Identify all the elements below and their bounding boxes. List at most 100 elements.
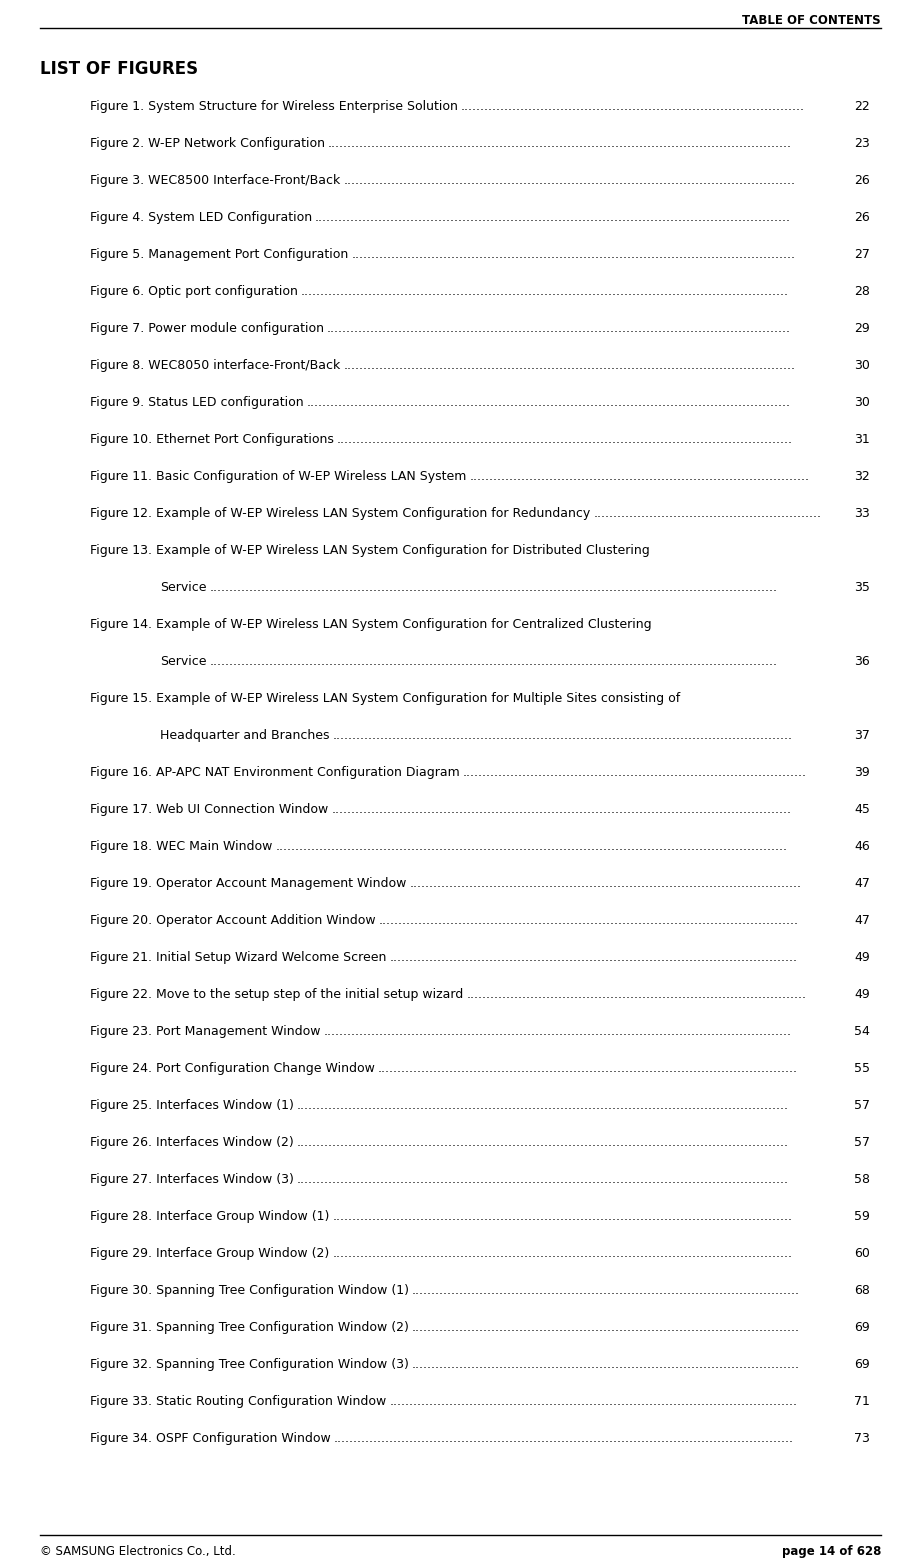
Text: ................................................................................: ........................................… — [275, 840, 787, 853]
Text: Figure 11. Basic Configuration of W-EP Wireless LAN System: Figure 11. Basic Configuration of W-EP W… — [90, 470, 466, 484]
Text: Figure 16. AP-APC NAT Environment Configuration Diagram: Figure 16. AP-APC NAT Environment Config… — [90, 765, 460, 779]
Text: ................................................................................: ........................................… — [327, 322, 791, 335]
Text: 33: 33 — [855, 507, 870, 520]
Text: Figure 28. Interface Group Window (1): Figure 28. Interface Group Window (1) — [90, 1210, 330, 1222]
Text: 49: 49 — [855, 988, 870, 1002]
Text: 58: 58 — [854, 1174, 870, 1186]
Text: 68: 68 — [854, 1283, 870, 1297]
Text: Figure 4. System LED Configuration: Figure 4. System LED Configuration — [90, 211, 312, 224]
Text: ................................................................................: ........................................… — [301, 285, 789, 297]
Text: Figure 20. Operator Account Addition Window: Figure 20. Operator Account Addition Win… — [90, 914, 376, 926]
Text: Figure 9. Status LED configuration: Figure 9. Status LED configuration — [90, 396, 304, 408]
Text: 29: 29 — [855, 322, 870, 335]
Text: ................................................................................: ........................................… — [328, 138, 792, 150]
Text: Figure 19. Operator Account Management Window: Figure 19. Operator Account Management W… — [90, 876, 406, 890]
Text: 47: 47 — [854, 914, 870, 926]
Text: Figure 10. Ethernet Port Configurations: Figure 10. Ethernet Port Configurations — [90, 434, 334, 446]
Text: Figure 15. Example of W-EP Wireless LAN System Configuration for Multiple Sites : Figure 15. Example of W-EP Wireless LAN … — [90, 692, 681, 704]
Text: 69: 69 — [855, 1358, 870, 1371]
Text: Figure 31. Spanning Tree Configuration Window (2): Figure 31. Spanning Tree Configuration W… — [90, 1321, 409, 1333]
Text: 23: 23 — [855, 138, 870, 150]
Text: Figure 34. OSPF Configuration Window: Figure 34. OSPF Configuration Window — [90, 1432, 331, 1444]
Text: ................................................................................: ........................................… — [409, 876, 801, 890]
Text: Figure 22. Move to the setup step of the initial setup wizard: Figure 22. Move to the setup step of the… — [90, 988, 463, 1002]
Text: LIST OF FIGURES: LIST OF FIGURES — [40, 59, 198, 78]
Text: Figure 29. Interface Group Window (2): Figure 29. Interface Group Window (2) — [90, 1247, 329, 1260]
Text: Service: Service — [160, 581, 206, 595]
Text: Figure 27. Interfaces Window (3): Figure 27. Interfaces Window (3) — [90, 1174, 294, 1186]
Text: ................................................................................: ........................................… — [332, 729, 792, 742]
Text: 54: 54 — [854, 1025, 870, 1038]
Text: ................................................................................: ........................................… — [466, 988, 806, 1002]
Text: 57: 57 — [854, 1099, 870, 1113]
Text: 31: 31 — [855, 434, 870, 446]
Text: 46: 46 — [855, 840, 870, 853]
Text: ................................................................................: ........................................… — [323, 1025, 791, 1038]
Text: 22: 22 — [855, 100, 870, 113]
Text: page 14 of 628: page 14 of 628 — [782, 1545, 881, 1559]
Text: 30: 30 — [854, 358, 870, 372]
Text: 27: 27 — [854, 247, 870, 261]
Text: Figure 6. Optic port configuration: Figure 6. Optic port configuration — [90, 285, 297, 297]
Text: 37: 37 — [854, 729, 870, 742]
Text: Figure 5. Management Port Configuration: Figure 5. Management Port Configuration — [90, 247, 348, 261]
Text: ................................................................................: ........................................… — [412, 1321, 799, 1333]
Text: Service: Service — [160, 656, 206, 668]
Text: ................................................................................: ........................................… — [297, 1136, 788, 1149]
Text: ................................................................................: ........................................… — [332, 1247, 792, 1260]
Text: ................................................................................: ........................................… — [390, 1394, 798, 1408]
Text: TABLE OF CONTENTS: TABLE OF CONTENTS — [742, 14, 881, 27]
Text: 35: 35 — [854, 581, 870, 595]
Text: ................................................................................: ........................................… — [412, 1358, 799, 1371]
Text: ................................................................................: ........................................… — [378, 1063, 798, 1075]
Text: ................................................................................: ........................................… — [209, 656, 777, 668]
Text: Figure 23. Port Management Window: Figure 23. Port Management Window — [90, 1025, 321, 1038]
Text: ................................................................................: ........................................… — [337, 434, 793, 446]
Text: 36: 36 — [855, 656, 870, 668]
Text: ................................................................................: ........................................… — [462, 765, 807, 779]
Text: ................................................................................: ........................................… — [470, 470, 810, 484]
Text: ................................................................................: ........................................… — [344, 358, 795, 372]
Text: ................................................................................: ........................................… — [307, 396, 790, 408]
Text: 49: 49 — [855, 952, 870, 964]
Text: Figure 13. Example of W-EP Wireless LAN System Configuration for Distributed Clu: Figure 13. Example of W-EP Wireless LAN … — [90, 545, 649, 557]
Text: © SAMSUNG Electronics Co., Ltd.: © SAMSUNG Electronics Co., Ltd. — [40, 1545, 236, 1559]
Text: Headquarter and Branches: Headquarter and Branches — [160, 729, 330, 742]
Text: 57: 57 — [854, 1136, 870, 1149]
Text: 60: 60 — [854, 1247, 870, 1260]
Text: Figure 2. W-EP Network Configuration: Figure 2. W-EP Network Configuration — [90, 138, 325, 150]
Text: Figure 7. Power module configuration: Figure 7. Power module configuration — [90, 322, 324, 335]
Text: 26: 26 — [855, 174, 870, 186]
Text: .........................................................: ........................................… — [593, 507, 822, 520]
Text: 71: 71 — [854, 1394, 870, 1408]
Text: ................................................................................: ........................................… — [333, 1432, 794, 1444]
Text: 45: 45 — [854, 803, 870, 815]
Text: Figure 24. Port Configuration Change Window: Figure 24. Port Configuration Change Win… — [90, 1063, 375, 1075]
Text: Figure 1. System Structure for Wireless Enterprise Solution: Figure 1. System Structure for Wireless … — [90, 100, 458, 113]
Text: 30: 30 — [854, 396, 870, 408]
Text: Figure 3. WEC8500 Interface-Front/Back: Figure 3. WEC8500 Interface-Front/Back — [90, 174, 340, 186]
Text: 26: 26 — [855, 211, 870, 224]
Text: ................................................................................: ........................................… — [351, 247, 795, 261]
Text: 32: 32 — [855, 470, 870, 484]
Text: 69: 69 — [855, 1321, 870, 1333]
Text: 47: 47 — [854, 876, 870, 890]
Text: 55: 55 — [854, 1063, 870, 1075]
Text: ................................................................................: ........................................… — [379, 914, 799, 926]
Text: Figure 32. Spanning Tree Configuration Window (3): Figure 32. Spanning Tree Configuration W… — [90, 1358, 409, 1371]
Text: ................................................................................: ........................................… — [297, 1099, 789, 1113]
Text: Figure 17. Web UI Connection Window: Figure 17. Web UI Connection Window — [90, 803, 328, 815]
Text: ................................................................................: ........................................… — [344, 174, 795, 186]
Text: ................................................................................: ........................................… — [209, 581, 777, 595]
Text: ................................................................................: ........................................… — [390, 952, 798, 964]
Text: ................................................................................: ........................................… — [460, 100, 805, 113]
Text: Figure 8. WEC8050 interface-Front/Back: Figure 8. WEC8050 interface-Front/Back — [90, 358, 340, 372]
Text: 73: 73 — [854, 1432, 870, 1444]
Text: ................................................................................: ........................................… — [332, 1210, 792, 1222]
Text: ................................................................................: ........................................… — [332, 803, 791, 815]
Text: 39: 39 — [855, 765, 870, 779]
Text: 28: 28 — [854, 285, 870, 297]
Text: ................................................................................: ........................................… — [297, 1174, 789, 1186]
Text: ................................................................................: ........................................… — [412, 1283, 800, 1297]
Text: Figure 33. Static Routing Configuration Window: Figure 33. Static Routing Configuration … — [90, 1394, 386, 1408]
